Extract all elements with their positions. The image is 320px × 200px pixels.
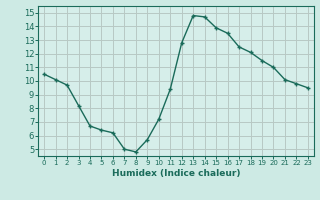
X-axis label: Humidex (Indice chaleur): Humidex (Indice chaleur) — [112, 169, 240, 178]
